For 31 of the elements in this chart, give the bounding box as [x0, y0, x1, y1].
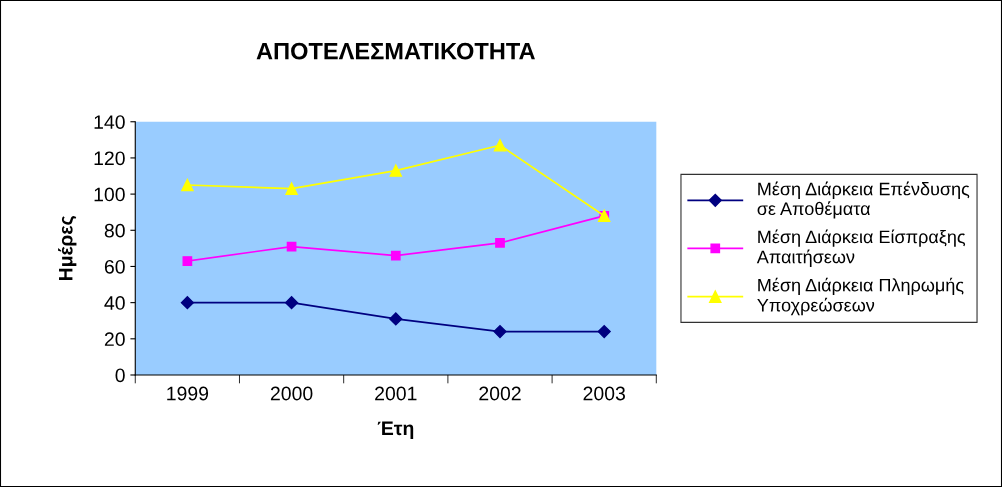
- y-tick-label: 40: [104, 296, 125, 310]
- y-tick-label: 140: [94, 115, 125, 129]
- y-tick-label: 100: [94, 187, 125, 202]
- legend-label: Μέση Διάρκεια Πληρωμής Υποχρεώσεων: [757, 277, 964, 316]
- x-tick-label: 2000: [270, 386, 313, 401]
- x-tick-label: 1999: [167, 386, 209, 401]
- y-tick-label: 0: [115, 368, 125, 383]
- point: [285, 182, 298, 195]
- point: [180, 296, 194, 310]
- point: [389, 312, 403, 326]
- point: [181, 178, 194, 192]
- point: [390, 250, 401, 261]
- x-axis-title: Έτη: [377, 421, 414, 440]
- chart-title: ΑΠΟΤΕΛΕΣΜΑΤΙΚΟΤΗΤΑ: [256, 42, 535, 60]
- point: [493, 324, 507, 339]
- x-tick-label: 2001: [375, 386, 417, 401]
- point: [389, 164, 403, 177]
- point: [597, 324, 611, 339]
- y-tick-label: 80: [104, 223, 125, 238]
- legend-label: Μέση Διάρκεια Επένδυσης σε Αποθέματα: [757, 181, 970, 219]
- y-axis-title: Ημέρες: [58, 216, 77, 281]
- x-tick-label: 2002: [479, 386, 521, 401]
- point: [182, 256, 193, 266]
- legend-label: Μέση Διάρκεια Είσπραξης Απαιτήσεων: [756, 229, 966, 267]
- x-tick-label: 2003: [583, 386, 625, 401]
- point: [493, 139, 507, 152]
- y-tick-label: 60: [104, 259, 125, 274]
- point: [284, 296, 299, 310]
- y-tick-label: 120: [94, 151, 125, 166]
- y-tick-label: 20: [104, 332, 125, 347]
- point: [495, 238, 505, 248]
